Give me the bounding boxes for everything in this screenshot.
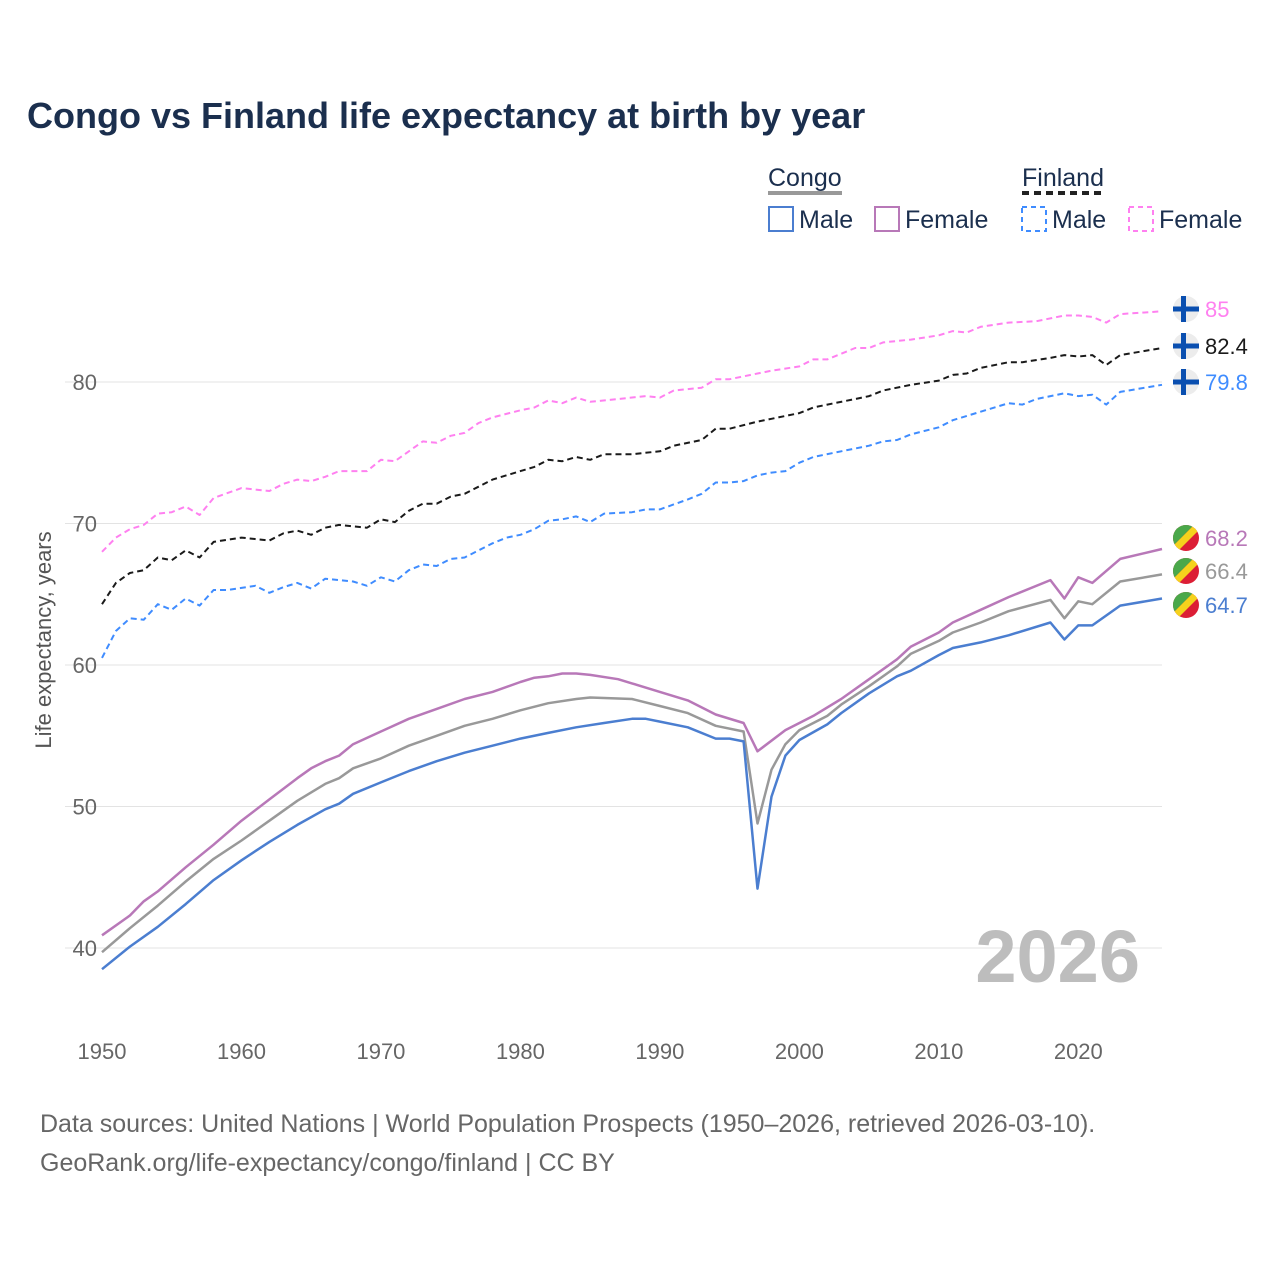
y-tick-label: 40 xyxy=(73,936,97,961)
congo-flag-icon xyxy=(1173,525,1199,551)
x-tick-label: 1980 xyxy=(496,1039,545,1064)
y-tick-label: 60 xyxy=(73,653,97,678)
x-tick-label: 1990 xyxy=(635,1039,684,1064)
x-tick-label: 1970 xyxy=(356,1039,405,1064)
congo-flag-icon xyxy=(1173,558,1199,584)
end-value-label: 85 xyxy=(1205,297,1229,322)
footer: Data sources: United Nations | World Pop… xyxy=(40,1105,1095,1183)
flag-cross xyxy=(1181,333,1186,359)
series-line-finland-male xyxy=(101,383,1163,659)
legend-congo-female: Female xyxy=(905,206,988,234)
x-axis-ticks: 1950 1960 1970 1980 1990 2000 2010 2020 xyxy=(78,1039,1103,1064)
legend-finland-male-swatch xyxy=(1021,206,1047,232)
legend-congo-male-swatch xyxy=(768,206,794,232)
y-axis-label: Life expectancy, years xyxy=(31,531,56,748)
legend-finland-male: Male xyxy=(1052,206,1106,234)
end-value-label: 68.2 xyxy=(1205,526,1248,551)
flag-cross xyxy=(1181,296,1186,322)
y-tick-label: 80 xyxy=(73,370,97,395)
end-marker: 79.8 xyxy=(1173,369,1248,395)
end-marker: 85 xyxy=(1173,296,1229,322)
x-tick-label: 1960 xyxy=(217,1039,266,1064)
source-link[interactable]: GeoRank.org/life-expectancy/congo/finlan… xyxy=(40,1149,615,1177)
chart-title: Congo vs Finland life expectancy at birt… xyxy=(27,95,866,136)
end-marker: 66.4 xyxy=(1173,558,1248,584)
legend-group-congo: Congo xyxy=(768,164,842,192)
flag-cross xyxy=(1181,369,1186,395)
x-tick-label: 2020 xyxy=(1054,1039,1103,1064)
legend-finland-female-swatch xyxy=(1128,206,1154,232)
legend: Congo Male Female Finland Male Female xyxy=(768,164,1242,234)
series-end-labels: 85 82.4 79.8 68.2 66.4 64.7 xyxy=(1173,296,1248,618)
end-value-label: 79.8 xyxy=(1205,370,1248,395)
gridlines xyxy=(65,381,1162,949)
x-tick-label: 1950 xyxy=(78,1039,127,1064)
series-line-congo-total xyxy=(101,573,1163,954)
watermark-year: 2026 xyxy=(975,915,1140,998)
series-line-finland-total xyxy=(101,347,1163,605)
y-tick-label: 50 xyxy=(73,795,97,820)
end-marker: 82.4 xyxy=(1173,333,1248,359)
congo-flag-icon xyxy=(1173,592,1199,618)
source-note: Data sources: United Nations | World Pop… xyxy=(40,1110,1096,1138)
series-lines xyxy=(101,310,1163,971)
end-marker: 68.2 xyxy=(1173,525,1248,551)
end-value-label: 82.4 xyxy=(1205,334,1248,359)
legend-group-finland: Finland xyxy=(1022,164,1104,192)
legend-congo-female-swatch xyxy=(874,206,900,232)
end-value-label: 66.4 xyxy=(1205,559,1248,584)
series-line-congo-male xyxy=(101,597,1163,971)
y-axis-ticks: 40 50 60 70 80 xyxy=(73,370,97,961)
legend-congo-male: Male xyxy=(799,206,853,234)
y-tick-label: 70 xyxy=(73,512,97,537)
end-value-label: 64.7 xyxy=(1205,593,1248,618)
x-tick-label: 2010 xyxy=(914,1039,963,1064)
series-line-congo-female xyxy=(101,547,1163,937)
series-line-finland-female xyxy=(101,310,1163,553)
end-marker: 64.7 xyxy=(1173,592,1248,618)
x-tick-label: 2000 xyxy=(775,1039,824,1064)
legend-finland-female: Female xyxy=(1159,206,1242,234)
